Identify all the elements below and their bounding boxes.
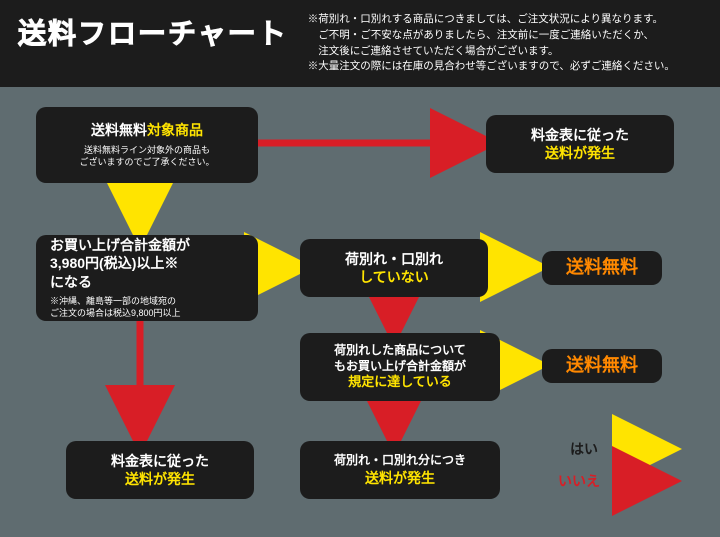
flow-node-n5: 送料無料 [542,251,662,285]
legend-yes-label: はい [570,439,598,459]
page-title: 送料フローチャート [18,12,288,52]
flow-node-n4: 荷別れ・口別れしていない [300,239,488,297]
flow-node-n1: 送料無料対象商品送料無料ライン対象外の商品も ございますのでご了承ください。 [36,107,258,183]
header-notes: ※荷別れ・口別れする商品につきましては、ご注文状況により異なります。 ご不明・ご… [308,12,702,75]
header: 送料フローチャート ※荷別れ・口別れする商品につきましては、ご注文状況により異な… [0,0,720,87]
flowchart-canvas: 送料無料対象商品送料無料ライン対象外の商品も ございますのでご了承ください。料金… [0,87,720,537]
flow-node-n8: 料金表に従った送料が発生 [66,441,254,499]
flow-node-n2: 料金表に従った送料が発生 [486,115,674,173]
flow-node-n3: お買い上げ合計金額が 3,980円(税込)以上※ になる※沖縄、離島等一部の地域… [36,235,258,321]
flow-node-n9: 荷別れ・口別れ分につき送料が発生 [300,441,500,499]
flow-node-n7: 送料無料 [542,349,662,383]
flow-node-n6: 荷別れした商品について もお買い上げ合計金額が規定に達している [300,333,500,401]
legend-no-label: いいえ [558,471,600,491]
